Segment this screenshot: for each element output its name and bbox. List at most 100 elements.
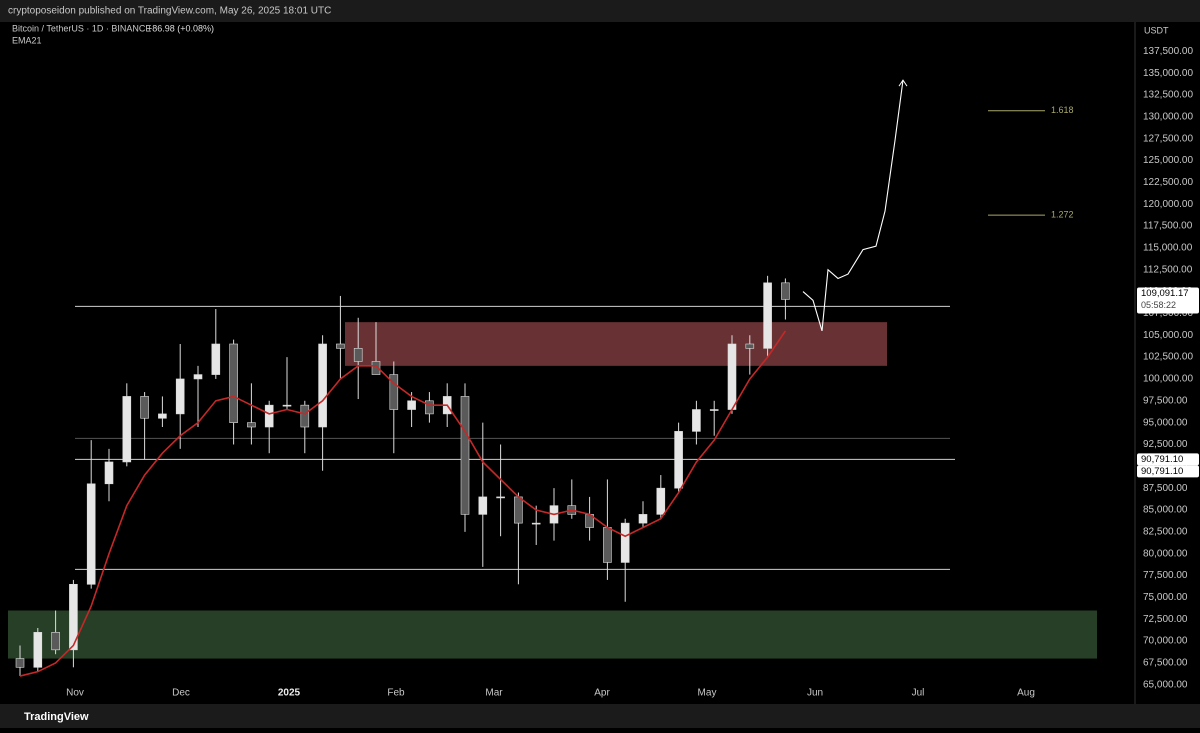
candle-body	[763, 282, 772, 349]
price-label: 109,091.17	[1141, 288, 1189, 299]
candle-body	[51, 632, 60, 651]
y-tick-label: 117,500.00	[1143, 221, 1193, 232]
price-label-bg	[1137, 287, 1199, 314]
candle-body	[69, 583, 78, 651]
y-tick-label: 130,000.00	[1143, 111, 1193, 122]
candle-body	[531, 522, 541, 525]
candle-body	[425, 400, 434, 415]
logo: TradingView	[24, 711, 89, 723]
header-bar	[0, 0, 1200, 22]
candle-body	[300, 404, 310, 428]
y-tick-label: 80,000.00	[1143, 548, 1188, 559]
candle-body	[460, 396, 470, 515]
y-tick-label: 105,000.00	[1143, 330, 1193, 341]
y-tick-label: 85,000.00	[1143, 505, 1188, 516]
price-label-bg	[1137, 465, 1199, 478]
x-tick-label: Jun	[807, 688, 823, 699]
candle-body	[674, 431, 683, 489]
y-tick-label: 132,500.00	[1143, 90, 1193, 101]
y-tick-label: 112,500.00	[1143, 264, 1193, 275]
x-tick-label: 2025	[278, 688, 301, 699]
candle-body	[656, 487, 666, 515]
candle-body	[158, 413, 167, 419]
candle-body	[727, 343, 737, 410]
y-tick-label: 125,000.00	[1143, 155, 1193, 166]
y-tick-label: 65,000.00	[1143, 679, 1188, 690]
x-tick-label: Feb	[387, 688, 405, 699]
y-tick-label: 127,500.00	[1143, 133, 1193, 144]
zone	[8, 610, 1097, 659]
candle-body	[247, 422, 256, 428]
candle-body	[478, 496, 488, 515]
candle-body	[211, 343, 221, 375]
y-tick-label: 70,000.00	[1143, 636, 1188, 647]
y-tick-label: 72,500.00	[1143, 614, 1188, 625]
candle-body	[745, 343, 755, 349]
candle-body	[407, 400, 416, 410]
candle-body	[620, 522, 630, 563]
y-tick-label: 122,500.00	[1143, 177, 1193, 188]
countdown: 05:58:22	[1141, 300, 1176, 310]
y-tick-label: 82,500.00	[1143, 527, 1188, 538]
y-tick-label: 75,000.00	[1143, 592, 1188, 603]
ema-line	[19, 330, 787, 677]
zone	[345, 322, 887, 366]
candle-body	[514, 496, 523, 524]
y-tick-label: 137,500.00	[1143, 46, 1193, 57]
candle-body	[496, 496, 505, 499]
symbol: Bitcoin / TetherUS · 1D · BINANCE	[12, 23, 151, 33]
candle-body	[193, 374, 203, 380]
candle-body	[15, 658, 25, 668]
candle-body	[336, 343, 345, 349]
currency: USDT	[1144, 25, 1169, 35]
candle-body	[353, 348, 363, 362]
y-tick-label: 102,500.00	[1143, 352, 1193, 363]
price-label-bg	[1137, 453, 1199, 466]
x-tick-label: Dec	[172, 688, 190, 699]
fib-label: 1.618	[1051, 105, 1074, 115]
y-tick-label: 87,500.00	[1143, 483, 1188, 494]
price-label: 90,791.10	[1141, 466, 1183, 477]
candle-body	[175, 378, 185, 415]
x-tick-label: Apr	[594, 688, 610, 699]
projection-path	[802, 80, 904, 332]
candle-body	[709, 409, 719, 411]
publisher: cryptoposeidon published on TradingView.…	[8, 6, 331, 17]
x-tick-label: Mar	[485, 688, 503, 699]
projection-arrow	[898, 79, 908, 87]
y-tick-label: 100,000.00	[1143, 374, 1193, 385]
candle-body	[371, 361, 381, 375]
candle-body	[264, 404, 274, 428]
candle-body	[781, 282, 790, 300]
candle-body	[389, 374, 399, 410]
candle-body	[140, 396, 149, 419]
y-tick-label: 120,000.00	[1143, 199, 1193, 210]
footer-bar	[0, 704, 1200, 728]
candle-body	[638, 514, 648, 524]
change: +86.98 (+0.08%)	[147, 23, 214, 33]
candle-body	[318, 343, 327, 428]
y-tick-label: 95,000.00	[1143, 417, 1188, 428]
candle-body	[229, 343, 238, 423]
x-tick-label: Jul	[912, 688, 925, 699]
ema-name: EMA21	[12, 35, 42, 45]
price-label: 90,791.10	[1141, 454, 1183, 465]
candle-body	[122, 396, 132, 463]
candle-body	[603, 527, 612, 563]
candle-body	[104, 461, 114, 485]
candle-body	[33, 632, 43, 668]
y-tick-label: 67,500.00	[1143, 658, 1188, 669]
y-tick-label: 115,000.00	[1143, 243, 1193, 254]
y-tick-label: 77,500.00	[1143, 570, 1188, 581]
y-tick-label: 92,500.00	[1143, 439, 1188, 450]
y-tick-label: 97,500.00	[1143, 395, 1188, 406]
y-tick-label: 107,500.00	[1143, 308, 1193, 319]
x-tick-label: Aug	[1017, 688, 1035, 699]
x-tick-label: Nov	[66, 688, 84, 699]
candle-body	[692, 409, 701, 432]
candle-body	[86, 483, 96, 585]
y-tick-label: 135,000.00	[1143, 68, 1193, 79]
fib-label: 1.272	[1051, 209, 1074, 219]
